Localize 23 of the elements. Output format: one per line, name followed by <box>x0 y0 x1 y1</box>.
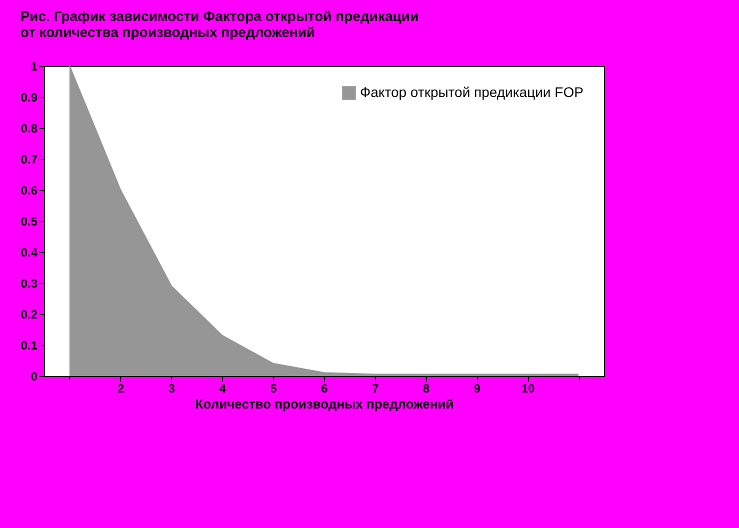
legend-label: Фактор открытой предикации FOP <box>360 84 584 100</box>
y-tick-label: 1 <box>30 60 38 74</box>
x-tick-label: 2 <box>118 382 125 396</box>
y-tick-label: 0.5 <box>20 214 38 228</box>
y-tick-label: 0.7 <box>20 152 38 166</box>
y-tick-label: 0.9 <box>20 90 38 104</box>
x-tick-label: 5 <box>270 382 278 396</box>
x-tick-label: 8 <box>422 382 430 396</box>
y-tick-label: 0.3 <box>20 276 38 290</box>
x-tick-label: 3 <box>168 382 176 396</box>
x-tick-label: 7 <box>372 382 380 396</box>
x-axis-title: Количество производных предложений <box>195 396 454 412</box>
x-tick-label: 10 <box>521 382 536 396</box>
y-tick-label: 0.2 <box>20 308 38 322</box>
chart-title: Рис. График зависимости Фактора открытой предикации от количества производных предложений <box>20 8 419 40</box>
y-tick-label: 0.4 <box>20 246 38 260</box>
y-tick-label: 0.1 <box>20 338 38 352</box>
x-tick-label: 4 <box>219 382 226 396</box>
y-tick-label: 0 <box>30 370 38 384</box>
x-tick-label: 6 <box>321 382 328 396</box>
x-tick-label: 9 <box>474 382 481 396</box>
y-tick-label: 0.6 <box>20 184 38 198</box>
y-tick-label: 0.8 <box>20 122 38 136</box>
